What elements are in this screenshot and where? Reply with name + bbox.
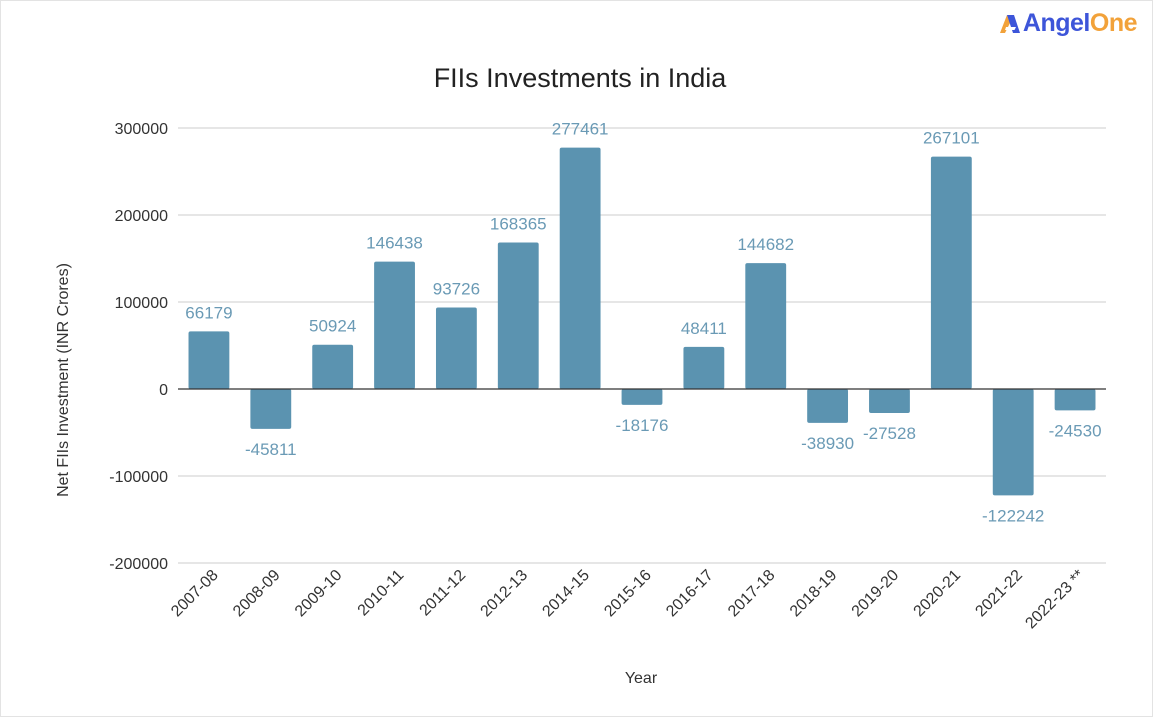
bar xyxy=(559,147,601,389)
data-label: 168365 xyxy=(490,215,547,234)
y-tick-label: 100000 xyxy=(115,295,168,312)
data-label: 50924 xyxy=(309,317,356,336)
data-label: -38930 xyxy=(801,434,854,453)
x-tick-label: 2014-15 xyxy=(539,567,593,621)
angelone-logo: AngelOne xyxy=(997,6,1138,40)
y-tick-label: 300000 xyxy=(115,121,168,138)
data-label: -122242 xyxy=(982,506,1044,525)
x-tick-label: 2011-12 xyxy=(417,567,470,620)
x-tick-label: 2010-11 xyxy=(355,567,408,620)
bar xyxy=(188,331,230,389)
brand-name-part1: Angel xyxy=(1022,8,1090,37)
x-tick-label: 2007-08 xyxy=(168,567,222,621)
data-label: 48411 xyxy=(681,319,727,338)
x-tick-label: 2009-10 xyxy=(292,567,346,621)
data-label: -24530 xyxy=(1049,421,1102,440)
bar xyxy=(312,344,354,389)
chart-title: FIIs Investments in India xyxy=(434,63,728,93)
data-label: 66179 xyxy=(185,303,232,322)
data-label: 144682 xyxy=(737,235,794,254)
bar xyxy=(621,389,663,405)
x-axis-label: Year xyxy=(625,670,658,687)
bar xyxy=(374,261,415,389)
bar xyxy=(1054,389,1096,411)
x-tick-label: 2019-20 xyxy=(849,567,903,621)
data-label: -18176 xyxy=(616,416,669,435)
y-tick-label: 200000 xyxy=(115,208,168,225)
bar xyxy=(745,263,787,389)
y-tick-label: -200000 xyxy=(109,556,168,573)
y-axis-ticks: 300000 200000 100000 0 -100000 -200000 xyxy=(109,121,168,573)
data-label: -27528 xyxy=(863,424,916,443)
data-label: 267101 xyxy=(923,129,980,148)
bar xyxy=(869,389,910,413)
data-labels: 66179 -45811 50924 146438 93726 168365 277461 -… xyxy=(185,120,1101,526)
bar xyxy=(497,242,539,389)
x-tick-label: 2018-19 xyxy=(787,567,841,621)
brand-name-part2: One xyxy=(1089,8,1138,37)
brand-name: AngelOne xyxy=(1022,8,1138,38)
bars xyxy=(188,147,1096,496)
y-tick-label: -100000 xyxy=(109,469,168,486)
x-tick-label: 2008-09 xyxy=(230,567,284,621)
data-label: -45811 xyxy=(245,440,297,459)
x-axis-ticks: 2007-08 2008-09 2009-10 2010-11 2011-12 2012-… xyxy=(168,567,1088,633)
x-tick-label: 2017-18 xyxy=(725,567,779,621)
x-tick-label: 2020-21 xyxy=(911,567,965,621)
angelone-logo-icon xyxy=(999,15,1020,33)
x-tick-label: 2021-22 xyxy=(972,567,1026,621)
x-tick-label: 2022-23 ** xyxy=(1022,567,1087,632)
bar xyxy=(992,389,1034,496)
data-label: 93726 xyxy=(433,279,480,298)
y-axis-label: Net FIIs Investment (INR Crores) xyxy=(55,263,72,497)
data-label: 146438 xyxy=(366,234,423,253)
bar xyxy=(807,389,849,423)
bar xyxy=(683,346,725,389)
x-tick-label: 2016-17 xyxy=(663,567,717,621)
bar xyxy=(250,389,292,429)
data-label: 277461 xyxy=(552,120,609,139)
x-tick-label: 2012-13 xyxy=(478,567,532,621)
y-tick-label: 0 xyxy=(159,382,168,399)
x-tick-label: 2015-16 xyxy=(601,567,655,621)
bar xyxy=(930,156,972,389)
bar xyxy=(435,307,477,389)
